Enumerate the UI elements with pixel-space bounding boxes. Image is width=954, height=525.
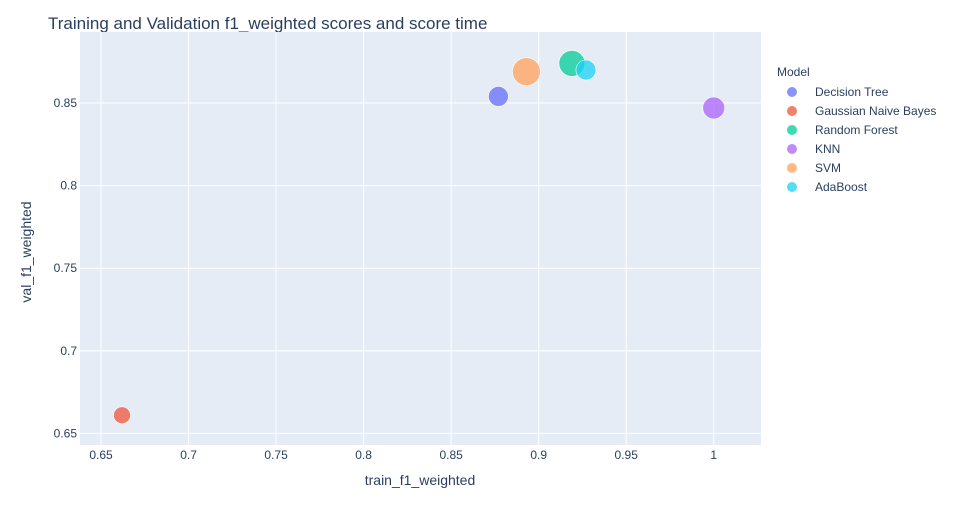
legend-swatch: [787, 162, 797, 173]
chart-title: Training and Validation f1_weighted scor…: [48, 14, 488, 33]
legend-swatch: [787, 105, 797, 116]
legend-items: Decision Tree Gaussian Naive Bayes Random …: [777, 82, 936, 196]
x-tick-label: 0.95: [615, 448, 639, 462]
legend-label: Gaussian Naive Bayes: [815, 103, 937, 118]
y-tick-label: 0.7: [60, 344, 77, 358]
y-tick-label: 0.65: [54, 426, 78, 440]
legend-swatch: [787, 143, 797, 154]
legend-item-random-forest[interactable]: Random Forest: [777, 120, 936, 139]
data-points[interactable]: [113, 50, 726, 425]
data-point-svm[interactable]: [512, 57, 541, 86]
legend-label: KNN: [815, 141, 841, 156]
legend-swatch: [787, 124, 797, 135]
legend-item-knn[interactable]: KNN: [777, 139, 936, 158]
legend-label: Decision Tree: [815, 84, 889, 99]
legend-swatch: [787, 86, 797, 97]
x-axis-ticks: 0.65 0.7 0.75 0.8 0.85 0.9 0.95 1: [89, 448, 717, 462]
legend-label: SVM: [815, 160, 842, 175]
y-tick-label: 0.75: [54, 261, 78, 275]
data-point-gaussian-naive-bayes[interactable]: [113, 406, 131, 425]
legend-label: Random Forest: [815, 122, 898, 137]
data-point-knn[interactable]: [702, 96, 726, 120]
legend-title: Model: [777, 65, 810, 79]
x-tick-label: 0.8: [355, 448, 372, 462]
data-point-adaboost[interactable]: [575, 59, 597, 81]
x-tick-label: 0.75: [264, 448, 288, 462]
y-tick-label: 0.85: [54, 96, 78, 110]
legend-item-svm[interactable]: SVM: [777, 158, 936, 177]
x-tick-label: 0.7: [180, 448, 197, 462]
x-tick-label: 1: [710, 448, 717, 462]
legend-item-adaboost[interactable]: AdaBoost: [777, 177, 936, 196]
gridlines: [80, 32, 761, 445]
legend: Model Decision Tree Gaussian Naive Bayes R…: [777, 65, 936, 196]
x-axis-title: train_f1_weighted: [365, 472, 476, 488]
y-tick-label: 0.8: [60, 179, 77, 193]
legend-swatch: [787, 181, 797, 192]
legend-label: AdaBoost: [815, 179, 868, 194]
y-axis-title: val_f1_weighted: [18, 201, 34, 302]
plot-area: [80, 32, 761, 445]
legend-item-decision-tree[interactable]: Decision Tree: [777, 82, 936, 101]
y-axis-ticks: 0.65 0.7 0.75 0.8 0.85: [54, 96, 78, 440]
data-point-decision-tree[interactable]: [488, 86, 509, 107]
legend-item-gaussian-naive-bayes[interactable]: Gaussian Naive Bayes: [777, 101, 936, 120]
x-tick-label: 0.85: [439, 448, 463, 462]
x-tick-label: 0.9: [530, 448, 547, 462]
x-tick-label: 0.65: [89, 448, 113, 462]
